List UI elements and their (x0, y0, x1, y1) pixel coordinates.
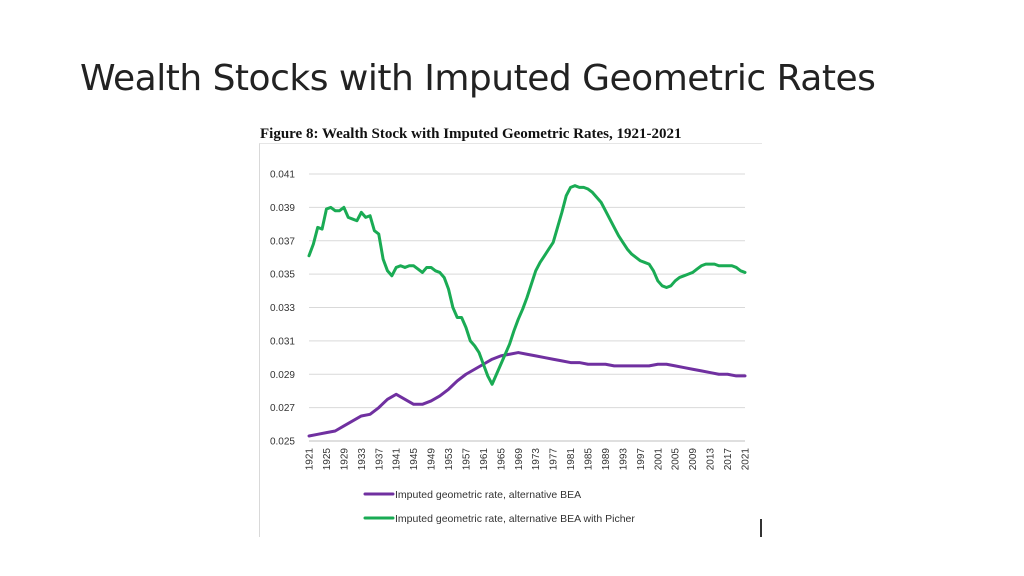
y-tick-label: 0.039 (270, 203, 295, 214)
x-tick-label: 2001 (653, 448, 664, 471)
x-tick-label: 1957 (461, 448, 472, 471)
x-tick-label: 1937 (374, 448, 385, 471)
x-tick-label: 1925 (322, 448, 333, 471)
y-tick-label: 0.041 (270, 170, 295, 181)
x-tick-label: 1949 (427, 448, 438, 471)
legend-label: Imputed geometric rate, alternative BEA (395, 489, 581, 501)
series-line-alternative-bea (307, 351, 747, 438)
x-tick-label: 1973 (531, 448, 542, 471)
x-tick-label: 1985 (584, 448, 595, 471)
y-tick-label: 0.035 (270, 270, 295, 281)
x-tick-label: 2021 (741, 448, 752, 471)
x-tick-label: 2013 (706, 448, 717, 471)
legend-label: Imputed geometric rate, alternative BEA … (395, 513, 635, 525)
x-tick-label: 1953 (444, 448, 455, 471)
x-tick-label: 1933 (357, 448, 368, 471)
x-tick-label: 1989 (601, 448, 612, 471)
y-tick-label: 0.027 (270, 403, 295, 414)
figure-caption: Figure 8: Wealth Stock with Imputed Geom… (260, 126, 682, 142)
x-tick-label: 1941 (392, 448, 403, 471)
x-tick-label: 1921 (305, 448, 316, 471)
slide-title: Wealth Stocks with Imputed Geometric Rat… (80, 58, 876, 99)
x-tick-label: 1977 (549, 448, 560, 471)
y-tick-label: 0.031 (270, 336, 295, 347)
x-tick-label: 1981 (566, 448, 577, 471)
y-tick-label: 0.025 (270, 437, 295, 448)
x-tick-label: 2005 (671, 448, 682, 471)
x-tick-label: 1965 (496, 448, 507, 471)
y-tick-label: 0.037 (270, 236, 295, 247)
x-tick-label: 1929 (339, 448, 350, 471)
x-tick-label: 2009 (688, 448, 699, 471)
chart-panel (259, 143, 762, 537)
y-tick-label: 0.029 (270, 370, 295, 381)
x-tick-label: 1961 (479, 448, 490, 471)
y-tick-label: 0.033 (270, 303, 295, 314)
chart-panel-edge (760, 519, 762, 537)
series-line-alternative-bea-picher (307, 184, 747, 386)
x-tick-label: 1997 (636, 448, 647, 471)
x-tick-label: 1969 (514, 448, 525, 471)
x-tick-label: 2017 (723, 448, 734, 471)
x-tick-label: 1993 (618, 448, 629, 471)
x-tick-label: 1945 (409, 448, 420, 471)
